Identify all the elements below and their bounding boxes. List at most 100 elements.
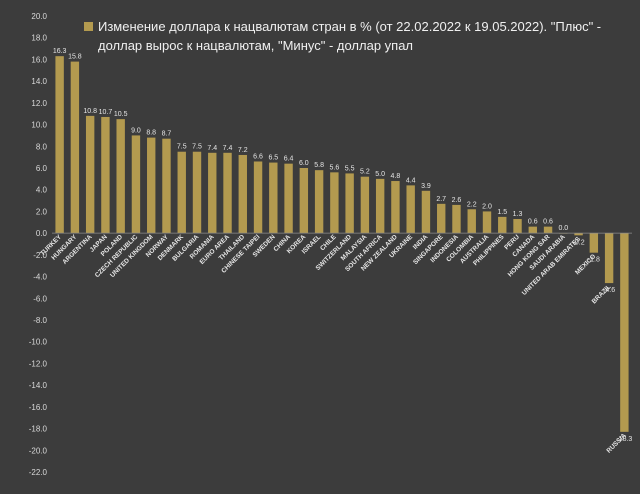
bars <box>55 56 629 432</box>
value-label: 7.5 <box>177 144 187 151</box>
value-label: 5.0 <box>375 171 385 178</box>
bar <box>375 178 385 234</box>
y-tick-label: 16.0 <box>31 55 47 64</box>
y-tick-label: -20.0 <box>29 446 48 455</box>
bar <box>421 190 431 234</box>
bar <box>208 152 217 234</box>
value-label: 5.2 <box>360 169 370 176</box>
value-label: 7.4 <box>207 145 217 152</box>
value-label: 0.6 <box>543 219 553 226</box>
bar <box>116 119 125 234</box>
y-tick-label: 4.0 <box>36 186 48 195</box>
value-label: 7.5 <box>192 144 202 151</box>
bar <box>467 209 476 234</box>
value-label: 0.0 <box>558 225 568 232</box>
bar <box>406 185 415 234</box>
value-label: 2.0 <box>482 203 492 210</box>
bar <box>162 138 171 234</box>
legend: Изменение доллара к нацвалютам стран в %… <box>84 19 601 53</box>
y-axis: -22.0 -20.0 -18.0 -16.0 -14.0 -12.0 -10.0 -8.0 -… <box>29 12 48 477</box>
y-tick-label: -14.0 <box>29 381 48 390</box>
legend-text-line2: доллар вырос к нацвалютам, "Минус" - дол… <box>98 38 413 53</box>
bar <box>345 173 354 234</box>
bar <box>253 161 263 234</box>
value-labels: 16.315.8 10.8 10.7 10.5 9.0 8.8 8.7 7.5 7.5 7.4 7.… <box>53 48 633 443</box>
bar <box>574 233 583 236</box>
bar <box>604 233 614 284</box>
bar <box>543 226 553 234</box>
y-tick-label: 18.0 <box>31 34 47 43</box>
value-label: 7.2 <box>238 147 248 154</box>
bar <box>85 115 95 234</box>
y-tick-label: -6.0 <box>33 294 47 303</box>
y-tick-label: -12.0 <box>29 359 48 368</box>
value-label: 6.5 <box>268 155 278 162</box>
bar <box>238 154 247 234</box>
value-label: 9.0 <box>131 127 141 134</box>
value-label: 4.4 <box>406 177 416 184</box>
bar <box>177 151 186 234</box>
value-label: 5.6 <box>330 164 340 171</box>
y-tick-label: -4.0 <box>33 273 47 282</box>
value-label: 6.6 <box>253 153 263 160</box>
bar <box>498 216 507 234</box>
y-tick-label: 0.0 <box>36 229 48 238</box>
y-tick-label: 8.0 <box>36 142 48 151</box>
value-label: 2.2 <box>467 201 477 208</box>
bar <box>131 135 141 234</box>
bar <box>101 116 110 234</box>
value-label: 1.5 <box>497 209 507 216</box>
bar <box>391 181 400 234</box>
y-tick-label: 20.0 <box>31 12 47 21</box>
bar <box>330 172 339 234</box>
bar <box>147 137 156 234</box>
bar <box>269 162 278 234</box>
y-tick-label: -8.0 <box>33 316 47 325</box>
y-tick-label: -22.0 <box>29 468 48 477</box>
bar <box>223 152 232 234</box>
value-label: 7.4 <box>223 145 233 152</box>
bar <box>314 170 324 234</box>
bar <box>482 211 492 234</box>
bar <box>620 233 629 432</box>
value-label: 1.3 <box>513 211 523 218</box>
y-tick-label: 14.0 <box>31 77 47 86</box>
y-tick-label: -16.0 <box>29 403 48 412</box>
y-tick-label: 10.0 <box>31 121 47 130</box>
value-label: 15.8 <box>68 54 82 61</box>
bar <box>589 233 599 253</box>
y-tick-label: 12.0 <box>31 99 47 108</box>
value-label: 3.9 <box>421 183 431 190</box>
value-label: -1.8 <box>588 257 600 264</box>
value-label: 5.8 <box>314 162 324 169</box>
bar <box>528 226 537 234</box>
bar <box>299 168 309 234</box>
category-label: BRAZIL <box>591 284 613 306</box>
bar <box>70 61 80 234</box>
value-label: 4.8 <box>391 173 401 180</box>
value-label: 2.7 <box>436 196 446 203</box>
value-label: 2.6 <box>452 197 462 204</box>
category-label: MEXICO <box>574 253 597 276</box>
bar <box>452 204 461 234</box>
bar <box>55 56 64 234</box>
value-label: 16.3 <box>53 48 67 55</box>
legend-swatch <box>84 22 93 31</box>
value-label: 6.0 <box>299 160 309 167</box>
value-label: -0.2 <box>573 239 585 246</box>
value-label: -18.3 <box>616 436 632 443</box>
y-tick-label: 6.0 <box>36 164 48 173</box>
value-label: 5.5 <box>345 165 355 172</box>
y-tick-label: -18.0 <box>29 425 48 434</box>
bar <box>192 151 202 234</box>
value-label: 6.4 <box>284 156 294 163</box>
y-tick-label: -10.0 <box>29 338 48 347</box>
value-label: 10.8 <box>83 108 97 115</box>
y-tick-label: 2.0 <box>36 207 48 216</box>
value-label: 0.6 <box>528 219 538 226</box>
value-label: 10.7 <box>99 109 113 116</box>
bar <box>284 163 293 234</box>
value-label: 8.8 <box>146 130 156 137</box>
